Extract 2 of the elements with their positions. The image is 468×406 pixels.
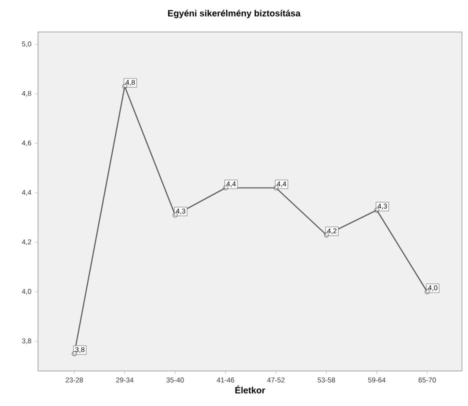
chart-title: Egyéni sikerélmény biztosítása: [168, 10, 301, 18]
x-axis-title: Életkor: [235, 385, 266, 394]
